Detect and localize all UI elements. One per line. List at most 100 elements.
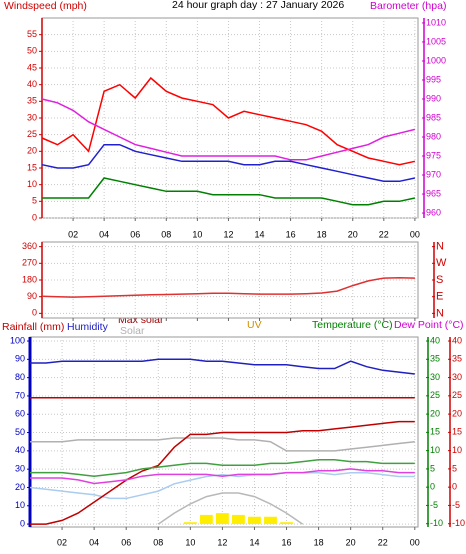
x-tick-label: 22 — [378, 537, 388, 547]
x-tick-label: 06 — [130, 229, 140, 239]
y-tick-label: 40 — [15, 445, 25, 455]
y2-tick-label: S — [436, 274, 443, 286]
series-line — [41, 76, 416, 166]
y2-tick-label: 15 — [430, 427, 440, 437]
y2-tick-label: W — [436, 257, 447, 269]
y2-tick-label: 40 — [452, 335, 462, 345]
y-tick-label: 0 — [32, 308, 37, 318]
series-line — [30, 459, 415, 477]
y2-tick-label: 980 — [426, 131, 441, 141]
x-tick-label: 02 — [57, 537, 67, 547]
y2-tick-label: 10 — [452, 445, 462, 455]
x-tick-label: 14 — [249, 537, 259, 547]
y-tick-label: 180 — [22, 274, 37, 284]
y-tick-label: 360 — [22, 241, 37, 251]
series-line — [30, 358, 415, 375]
y2-tick-label: -10 — [452, 518, 465, 528]
y-tick-label: 40 — [27, 79, 37, 89]
y-tick-label: 10 — [15, 500, 25, 510]
y2-tick-label: 1005 — [426, 36, 446, 46]
y2-tick-label: 20 — [430, 408, 440, 418]
bar — [215, 513, 229, 525]
x-tick-label: 00 — [410, 537, 420, 547]
y-tick-label: 15 — [27, 162, 37, 172]
x-tick-label: 20 — [348, 229, 358, 239]
y-axis-label: Windspeed (mph) — [4, 0, 87, 12]
x-tick-label: 08 — [161, 229, 171, 239]
x-tick-label: 10 — [192, 229, 202, 239]
y2-tick-label: -5 — [430, 500, 438, 510]
series-line — [30, 420, 415, 525]
y2-tick-label: 995 — [426, 74, 441, 84]
x-tick-label: 14 — [255, 229, 265, 239]
x-tick-label: 20 — [346, 537, 356, 547]
chart-title: 24 hour graph day : 27 January 2026 — [172, 0, 344, 11]
y2-tick-label: 40 — [430, 335, 440, 345]
y2-tick-label: 5 — [430, 463, 435, 473]
series-line — [157, 492, 304, 525]
legend-label: Humidity — [67, 321, 109, 333]
x-tick-label: 06 — [121, 537, 131, 547]
x-tick-label: 16 — [282, 537, 292, 547]
y2-tick-label: 1010 — [426, 17, 446, 27]
y2-tick-label: 20 — [452, 408, 462, 418]
x-tick-label: 00 — [410, 229, 420, 239]
y-tick-label: 55 — [27, 29, 37, 39]
y-tick-label: 5 — [32, 196, 37, 206]
legend-label: UV — [247, 319, 262, 331]
series-line — [42, 177, 416, 206]
y-tick-label: 100 — [10, 335, 25, 345]
x-tick-label: 12 — [223, 229, 233, 239]
y2-tick-label: 0 — [430, 482, 435, 492]
y-tick-label: 270 — [22, 258, 37, 268]
y-tick-label: 45 — [27, 62, 37, 72]
legend-label: Solar — [120, 325, 145, 337]
y-tick-label: 60 — [15, 409, 25, 419]
y-tick-label: 50 — [15, 427, 25, 437]
legend-label: Temperature (°C) — [312, 319, 393, 331]
y-tick-label: 0 — [20, 518, 25, 528]
x-tick-label: 16 — [286, 229, 296, 239]
x-tick-label: 10 — [185, 537, 195, 547]
series-line — [41, 277, 415, 298]
y2-tick-label: 990 — [426, 93, 441, 103]
y2-tick-label: 35 — [452, 354, 462, 364]
y2-tick-label: 15 — [452, 427, 462, 437]
bar — [280, 522, 293, 525]
y2-tick-label: 5 — [452, 463, 457, 473]
series-line — [29, 472, 415, 500]
y-tick-label: 90 — [27, 291, 37, 301]
y-tick-label: 0 — [32, 212, 37, 222]
series-line — [41, 143, 416, 183]
y-tick-label: 80 — [15, 372, 25, 382]
y2-tick-label: 30 — [430, 372, 440, 382]
y-tick-label: 20 — [27, 146, 37, 156]
bar — [199, 514, 213, 525]
y2-tick-label: 30 — [452, 372, 462, 382]
series-line — [30, 437, 415, 452]
y2-tick-label: 985 — [426, 112, 441, 122]
y-tick-label: 70 — [15, 390, 25, 400]
x-tick-label: 04 — [99, 229, 109, 239]
y-tick-label: 30 — [27, 112, 37, 122]
x-tick-label: 18 — [314, 537, 324, 547]
y2-tick-label: 960 — [426, 207, 441, 217]
y2-tick-label: 25 — [452, 390, 462, 400]
y2-tick-label: 1000 — [426, 55, 446, 65]
y2-tick-label: N — [436, 307, 444, 319]
y2-tick-label: 970 — [426, 169, 441, 179]
x-tick-label: 12 — [217, 537, 227, 547]
y2-tick-label: 965 — [426, 188, 441, 198]
bar — [183, 522, 197, 525]
x-tick-label: 02 — [68, 229, 78, 239]
x-tick-label: 18 — [317, 229, 327, 239]
y-tick-label: 10 — [27, 179, 37, 189]
y-tick-label: 50 — [27, 46, 37, 56]
bar — [232, 514, 245, 525]
bar — [264, 516, 277, 525]
y2-tick-label: -10 — [430, 518, 443, 528]
y-tick-label: 90 — [15, 354, 25, 364]
y2-tick-label: 0 — [452, 482, 457, 492]
legend-label: Dew Point (°C) — [394, 319, 464, 331]
